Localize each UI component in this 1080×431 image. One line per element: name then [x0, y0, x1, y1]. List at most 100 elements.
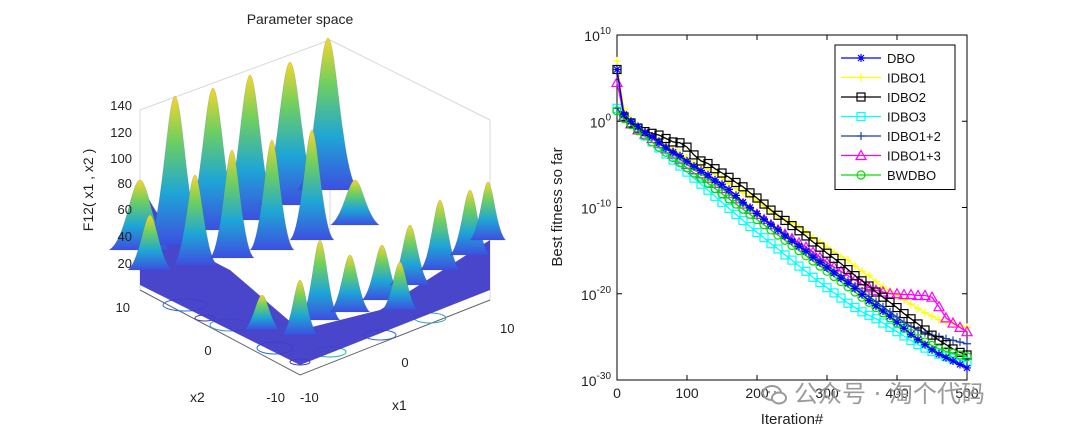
- data-point: [717, 189, 727, 199]
- data-point: [956, 338, 964, 347]
- legend-label: DBO: [887, 51, 915, 66]
- legend-item: DBO: [841, 51, 915, 66]
- data-point: [801, 266, 811, 276]
- data-point: [759, 199, 769, 209]
- data-point: [843, 265, 853, 275]
- data-point: [655, 138, 663, 147]
- data-point: [780, 250, 790, 260]
- data-point: [822, 248, 832, 258]
- data-point: [886, 312, 894, 321]
- data-point: [766, 205, 776, 215]
- data-point: [787, 255, 797, 265]
- z-tick: 40: [118, 229, 132, 244]
- z-tick: 140: [110, 98, 132, 113]
- data-point: [837, 274, 845, 283]
- data-point: [857, 276, 867, 286]
- data-point: [808, 272, 818, 282]
- x-tick: 0: [401, 355, 408, 370]
- legend: DBO IDBO1 IDBO2 IDBO3 IDBO1+2 IDBO1+3 BWDBO: [834, 44, 956, 190]
- data-point: [829, 288, 839, 298]
- data-point: [823, 263, 831, 272]
- data-point: [697, 166, 705, 175]
- data-point: [752, 193, 762, 203]
- y-axis-label: x2: [190, 389, 205, 405]
- data-point: [907, 300, 915, 309]
- data-point: [696, 179, 706, 189]
- data-point: [939, 311, 953, 323]
- data-point: [878, 292, 888, 302]
- data-point: [773, 210, 783, 220]
- x-tick: -10: [300, 390, 319, 405]
- data-point: [904, 288, 918, 300]
- data-point: [718, 180, 726, 189]
- data-point: [752, 227, 762, 238]
- legend-label: IDBO2: [887, 90, 926, 105]
- watermark: 公众号 · 淘个代码: [762, 374, 985, 409]
- data-point: [683, 156, 691, 165]
- surface-peak: [469, 181, 507, 241]
- data-point: [858, 290, 866, 299]
- data-point: [682, 142, 692, 152]
- legend-label: IDBO1+2: [887, 129, 941, 144]
- surface-peak: [249, 139, 295, 251]
- data-point: [829, 253, 839, 263]
- x-axis: -10 0 10: [300, 321, 514, 405]
- x-tick-label: 100: [675, 385, 699, 401]
- data-point: [788, 237, 796, 246]
- data-point: [780, 215, 790, 226]
- data-point: [767, 220, 775, 229]
- legend-item: IDBO3: [841, 110, 926, 125]
- data-point: [918, 289, 932, 301]
- data-point: [890, 287, 904, 299]
- data-point: [760, 215, 768, 224]
- legend-label: IDBO1: [887, 71, 926, 86]
- x-tick-labels: 0 100 200 300 400 500: [613, 385, 979, 401]
- z-tick: 20: [118, 256, 132, 271]
- surface-peak: [209, 149, 255, 259]
- x-axis-label: x1: [392, 397, 407, 413]
- surface-peak: [329, 179, 381, 226]
- x-tick-label: 300: [815, 385, 839, 401]
- data-point: [836, 258, 846, 269]
- data-point: [815, 242, 825, 252]
- legend-item: BWDBO: [841, 168, 936, 183]
- x-tick-label: 200: [745, 385, 769, 401]
- data-point: [738, 182, 748, 192]
- series-DBO: [613, 65, 971, 372]
- data-point: [893, 318, 901, 327]
- watermark-text: 公众号 · 淘个代码: [794, 380, 985, 408]
- data-point: [801, 231, 811, 241]
- y-tick: -10: [266, 390, 285, 405]
- z-tick: 60: [118, 202, 132, 217]
- data-point: [962, 352, 972, 362]
- data-point: [766, 239, 776, 249]
- data-point: [946, 316, 960, 328]
- data-point: [745, 221, 755, 232]
- data-point: [711, 175, 719, 184]
- data-point: [907, 330, 915, 339]
- data-point: [704, 170, 712, 179]
- data-point: [787, 221, 797, 231]
- data-point: [613, 56, 621, 65]
- data-point: [906, 314, 916, 324]
- data-point: [724, 203, 734, 213]
- data-point: [921, 308, 929, 317]
- data-point: [963, 339, 971, 348]
- y-tick-label: 10-20: [581, 285, 611, 303]
- x-tick-label: 0: [613, 385, 621, 401]
- y-tick-label: 100: [590, 112, 612, 130]
- surface-peak: [127, 214, 173, 271]
- surface-peak: [289, 129, 335, 241]
- data-point: [703, 185, 713, 195]
- data-point: [932, 300, 946, 312]
- legend-marker: [856, 170, 866, 180]
- data-point: [864, 281, 874, 291]
- z-tick: 120: [110, 125, 132, 140]
- data-point: [865, 296, 873, 305]
- legend-marker: [854, 149, 868, 161]
- data-point: [703, 158, 713, 169]
- data-point: [641, 128, 649, 137]
- data-point: [816, 258, 824, 267]
- surface-peak: [381, 261, 419, 311]
- data-point: [914, 335, 922, 344]
